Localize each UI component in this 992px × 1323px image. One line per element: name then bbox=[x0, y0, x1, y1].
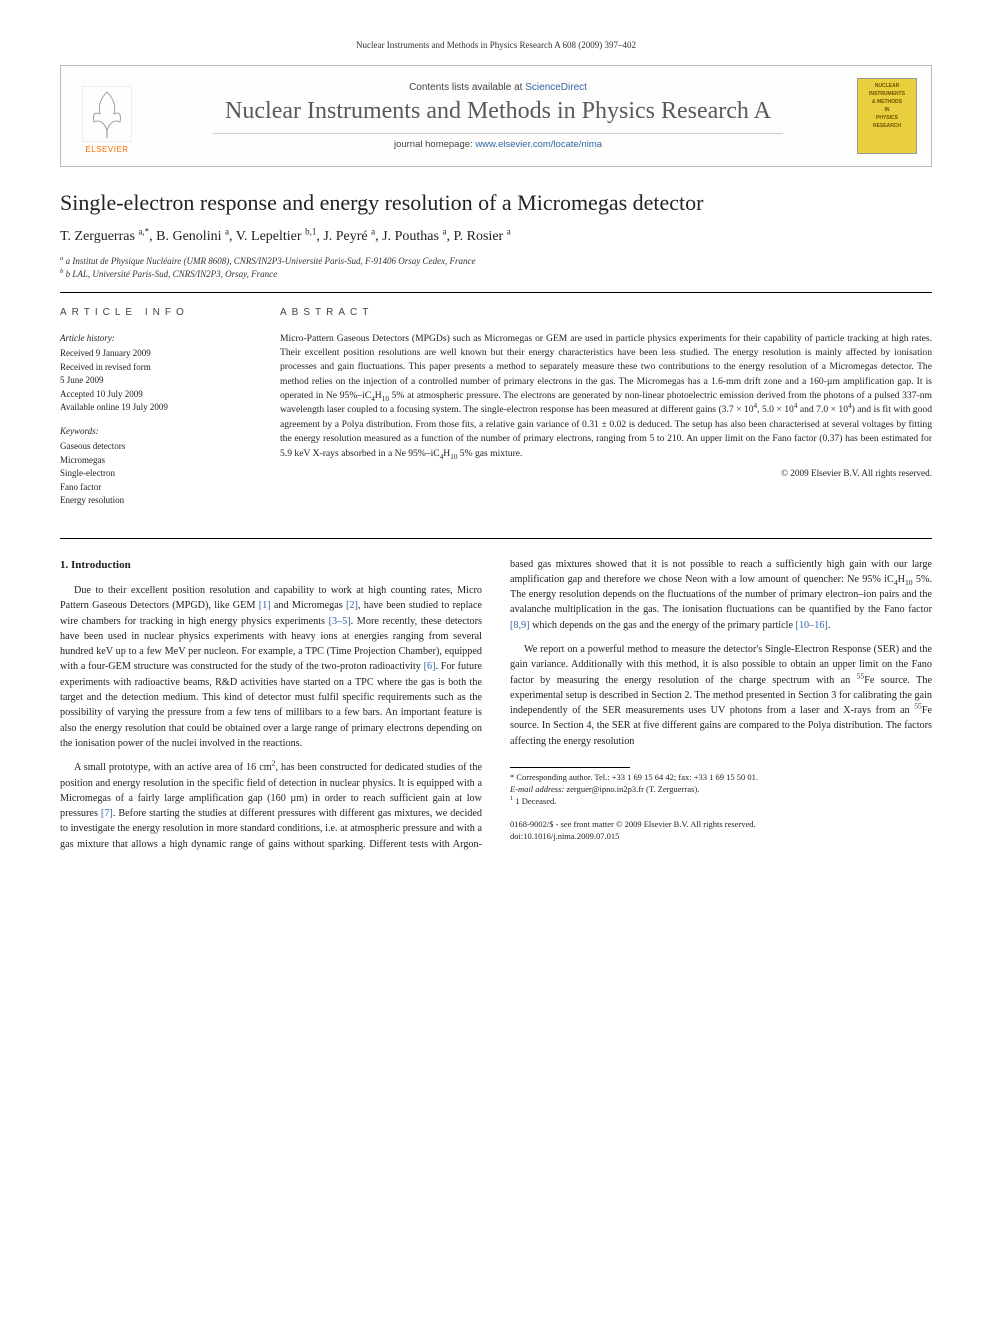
footnotes-block: * Corresponding author. Tel.: +33 1 69 1… bbox=[510, 767, 932, 808]
elsevier-tree-icon bbox=[82, 86, 132, 142]
history-line: Received in revised form bbox=[60, 361, 250, 375]
cover-line: IN bbox=[860, 107, 914, 113]
front-matter-line: 0168-9002/$ - see front matter © 2009 El… bbox=[510, 818, 756, 831]
masthead-center: Contents lists available at ScienceDirec… bbox=[153, 82, 843, 151]
journal-homepage-line: journal homepage: www.elsevier.com/locat… bbox=[213, 133, 783, 150]
article-history-heading: Article history: bbox=[60, 332, 250, 346]
contents-available-line: Contents lists available at ScienceDirec… bbox=[153, 82, 843, 93]
section-heading: 1. Introduction bbox=[60, 557, 482, 574]
keyword: Single-electron bbox=[60, 467, 250, 481]
affiliation: a a Institut de Physique Nucléaire (UMR … bbox=[60, 255, 932, 269]
article-title: Single-electron response and energy reso… bbox=[60, 189, 932, 217]
body-paragraph: Due to their excellent position resoluti… bbox=[60, 583, 482, 751]
corresponding-author-note: * Corresponding author. Tel.: +33 1 69 1… bbox=[510, 772, 932, 784]
contents-prefix: Contents lists available at bbox=[409, 82, 525, 93]
history-line: 5 June 2009 bbox=[60, 374, 250, 388]
elsevier-logo-label: ELSEVIER bbox=[85, 145, 128, 154]
abstract-heading: ABSTRACT bbox=[280, 305, 932, 320]
cover-line: INSTRUMENTS bbox=[860, 91, 914, 97]
homepage-prefix: journal homepage: bbox=[394, 139, 475, 150]
info-abstract-row: ARTICLE INFO Article history: Received 9… bbox=[60, 293, 932, 520]
history-line: Accepted 10 July 2009 bbox=[60, 388, 250, 402]
keyword: Gaseous detectors bbox=[60, 440, 250, 454]
abstract-block: ABSTRACT Micro-Pattern Gaseous Detectors… bbox=[280, 305, 932, 508]
doi-line: doi:10.1016/j.nima.2009.07.015 bbox=[510, 830, 756, 843]
abstract-text: Micro-Pattern Gaseous Detectors (MPGDs) … bbox=[280, 332, 932, 462]
history-line: Available online 19 July 2009 bbox=[60, 401, 250, 415]
section-rule bbox=[60, 538, 932, 539]
journal-masthead: ELSEVIER Contents lists available at Sci… bbox=[60, 65, 932, 167]
history-line: Received 9 January 2009 bbox=[60, 347, 250, 361]
sciencedirect-link[interactable]: ScienceDirect bbox=[525, 82, 587, 93]
abstract-copyright: © 2009 Elsevier B.V. All rights reserved… bbox=[280, 467, 932, 481]
keywords-heading: Keywords: bbox=[60, 425, 250, 439]
elsevier-logo: ELSEVIER bbox=[75, 78, 139, 154]
cover-line: & METHODS bbox=[860, 99, 914, 105]
cover-line: PHYSICS bbox=[860, 115, 914, 121]
affiliations: a a Institut de Physique Nucléaire (UMR … bbox=[60, 255, 932, 282]
author-list: T. Zerguerras a,*, B. Genolini a, V. Lep… bbox=[60, 229, 932, 245]
journal-homepage-link[interactable]: www.elsevier.com/locate/nima bbox=[475, 139, 602, 150]
body-paragraph: We report on a powerful method to measur… bbox=[510, 642, 932, 749]
article-info-block: ARTICLE INFO Article history: Received 9… bbox=[60, 305, 250, 508]
deceased-note: 1 1 Deceased. bbox=[510, 796, 932, 808]
email-note: E-mail address: zerguer@ipno.in2p3.fr (T… bbox=[510, 784, 932, 796]
journal-name: Nuclear Instruments and Methods in Physi… bbox=[153, 97, 843, 126]
keyword: Micromegas bbox=[60, 454, 250, 468]
keyword: Energy resolution bbox=[60, 494, 250, 508]
page-footer: 0168-9002/$ - see front matter © 2009 El… bbox=[510, 818, 932, 844]
running-head: Nuclear Instruments and Methods in Physi… bbox=[60, 40, 932, 50]
affiliation: b b LAL, Université Paris-Sud, CNRS/IN2P… bbox=[60, 268, 932, 282]
journal-cover-thumbnail: NUCLEAR INSTRUMENTS & METHODS IN PHYSICS… bbox=[857, 78, 917, 154]
article-info-heading: ARTICLE INFO bbox=[60, 305, 250, 320]
footnote-rule bbox=[510, 767, 630, 768]
cover-line: RESEARCH bbox=[860, 123, 914, 129]
article-body: 1. Introduction Due to their excellent p… bbox=[60, 557, 932, 853]
keyword: Fano factor bbox=[60, 481, 250, 495]
cover-line: NUCLEAR bbox=[860, 83, 914, 89]
